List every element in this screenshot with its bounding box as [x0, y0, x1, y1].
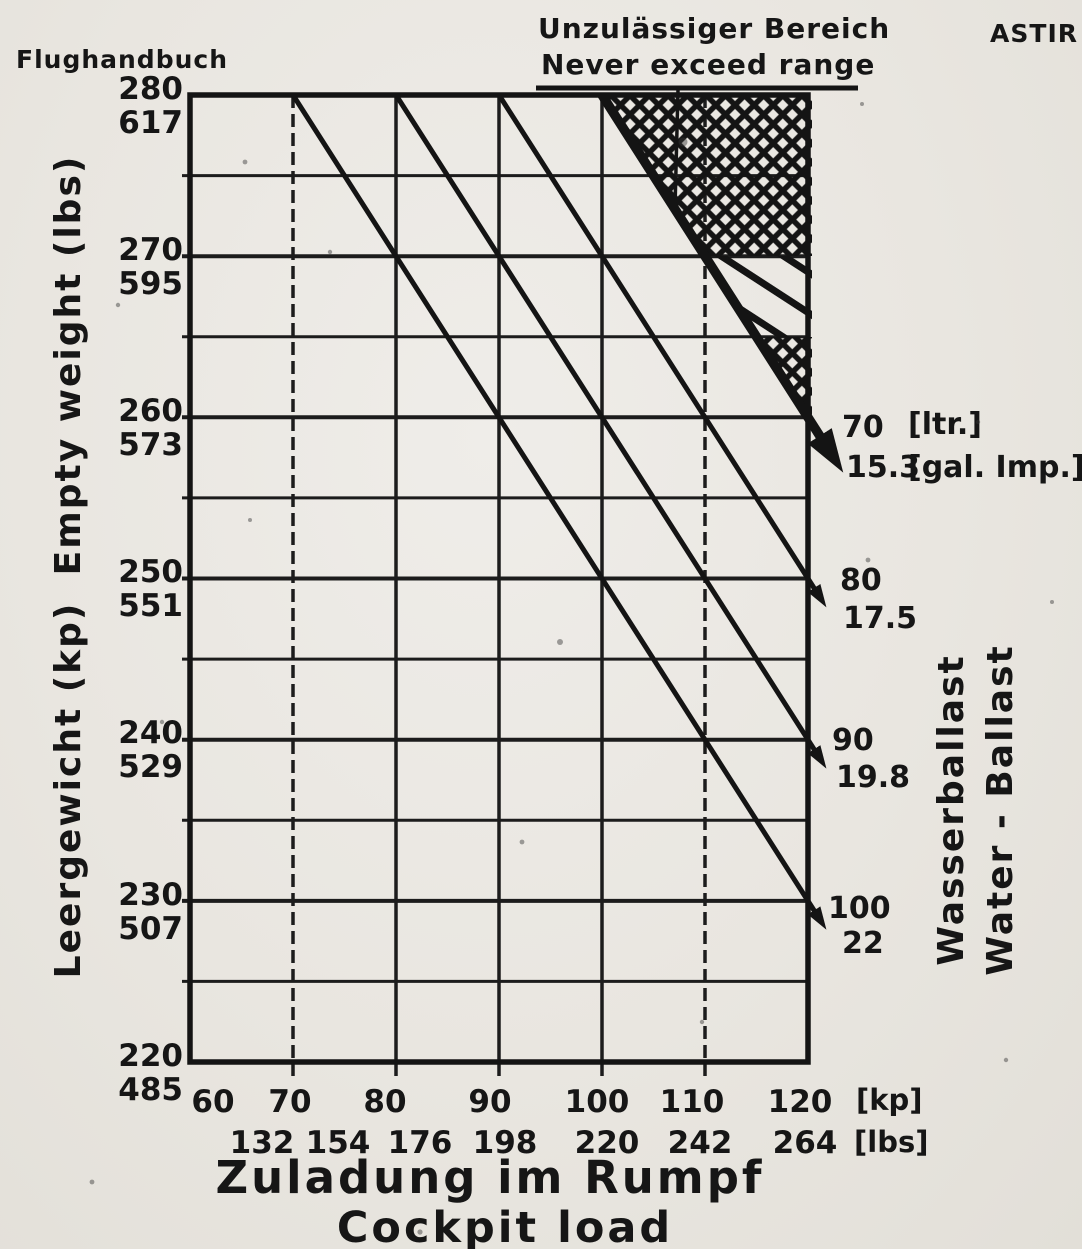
svg-text:270: 270	[118, 232, 183, 268]
svg-text:80: 80	[363, 1084, 406, 1120]
unit-ltr: [ltr.]	[908, 407, 982, 442]
unit-gal-imp: [gal. Imp.]	[908, 450, 1082, 485]
svg-text:110: 110	[660, 1084, 725, 1120]
svg-text:220: 220	[118, 1038, 183, 1074]
label-80ltr: 80	[840, 563, 882, 598]
svg-text:60: 60	[191, 1084, 234, 1120]
x-axis-unit-lbs: [lbs]	[854, 1125, 928, 1159]
label-15-3: 15.3	[846, 450, 920, 485]
svg-text:595: 595	[118, 266, 183, 302]
never-exceed-label-de: Unzulässiger Bereich	[538, 12, 890, 45]
svg-text:198: 198	[473, 1125, 538, 1161]
svg-text:280: 280	[118, 71, 183, 107]
x-axis-title-en: Cockpit load	[337, 1203, 673, 1249]
svg-text:573: 573	[118, 427, 183, 463]
x-axis-title-de: Zuladung im Rumpf	[216, 1151, 765, 1204]
svg-text:90: 90	[468, 1084, 511, 1120]
y-axis-title-de: Leergewicht (kp)	[48, 602, 89, 979]
label-70ltr: 70	[842, 410, 884, 445]
ballast-line-70ltr-boundary	[597, 92, 844, 473]
header-flughandbuch: Flughandbuch	[16, 45, 228, 74]
ballast-lines	[290, 92, 844, 930]
svg-text:617: 617	[118, 105, 183, 141]
label-90ltr: 90	[832, 723, 874, 758]
y-axis-tick-labels: 280 617 270 595 260 573 250 551 240 529 …	[118, 71, 183, 1108]
svg-text:154: 154	[306, 1125, 371, 1161]
ballast-line-labels: 70 [ltr.] 15.3 [gal. Imp.] 80 17.5 90 19…	[828, 407, 1082, 961]
label-22: 22	[842, 926, 884, 961]
svg-text:132: 132	[230, 1125, 295, 1161]
right-axis-title-en: Water - Ballast	[980, 644, 1021, 975]
ballast-line-90ltr	[393, 93, 827, 769]
svg-text:242: 242	[668, 1125, 733, 1161]
svg-text:485: 485	[118, 1072, 183, 1108]
vertical-gridlines	[291, 95, 707, 1076]
plot-border	[187, 92, 811, 1065]
label-100ltr: 100	[828, 891, 891, 926]
svg-text:176: 176	[388, 1125, 453, 1161]
svg-text:264: 264	[773, 1125, 838, 1161]
label-17-5: 17.5	[843, 601, 917, 636]
svg-text:220: 220	[575, 1125, 640, 1161]
svg-text:70: 70	[268, 1084, 311, 1120]
svg-text:250: 250	[118, 554, 183, 590]
y-axis-title-en: Empty weight (lbs)	[48, 155, 89, 576]
right-axis-title-de: Wasserballast	[931, 654, 972, 965]
svg-text:551: 551	[118, 588, 183, 624]
label-19-8: 19.8	[836, 760, 910, 795]
scan-noise	[89, 102, 1054, 1235]
never-exceed-label-en: Never exceed range	[541, 48, 875, 81]
x-axis-tick-labels: 60 132 70 154 80 176 90 198 100 220 110 …	[191, 1084, 837, 1161]
horizontal-gridlines	[182, 174, 808, 983]
svg-text:240: 240	[118, 715, 183, 751]
svg-text:260: 260	[118, 393, 183, 429]
header-astir: ASTIR	[990, 19, 1078, 48]
svg-text:100: 100	[565, 1084, 630, 1120]
svg-text:120: 120	[768, 1084, 833, 1120]
svg-text:507: 507	[118, 911, 183, 947]
x-axis-unit-kp: [kp]	[856, 1083, 923, 1117]
svg-text:230: 230	[118, 877, 183, 913]
ballast-line-80ltr	[496, 93, 827, 608]
svg-text:529: 529	[118, 749, 183, 785]
ballast-line-100ltr	[290, 93, 827, 930]
